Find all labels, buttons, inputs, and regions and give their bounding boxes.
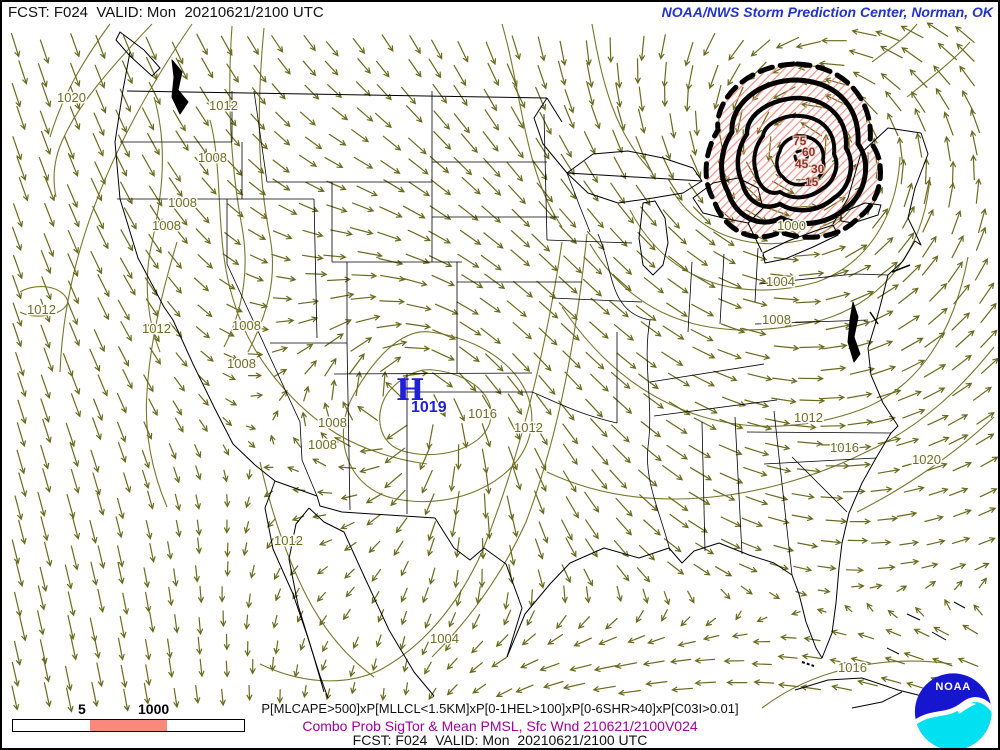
- isobar-value-label: 1016: [468, 406, 497, 421]
- isobar-value-label: 1004: [430, 631, 459, 646]
- isobar-value-label: 1004: [766, 274, 795, 289]
- noaa-logo-text: NOAA: [935, 681, 971, 693]
- colorbar-tick-1000: 1000: [138, 701, 170, 717]
- isobar-value-label: 1008: [308, 437, 337, 452]
- header-forecast-valid-text: FCST: F024 VALID: Mon 20210621/2100 UTC: [8, 4, 324, 21]
- isobar-value-label: 1020: [912, 452, 941, 467]
- isobar-value-label: 1012: [514, 420, 543, 435]
- high-pressure-symbol: H: [396, 373, 424, 408]
- isobar-value-label: 1012: [27, 302, 56, 317]
- probability-value-label: 30: [811, 162, 825, 176]
- colorbar-tick-5: 5: [78, 701, 86, 717]
- isobar-value-label: 1012: [142, 321, 171, 336]
- wind-arrows-layer: [10, 22, 998, 713]
- footer-probability-formula: P[MLCAPE>500]xP[MLLCL<1.5KM]xP[0-1HEL>10…: [261, 701, 739, 716]
- wind-arrows: [10, 22, 998, 713]
- isobar-value-label: 1008: [762, 312, 791, 327]
- probability-colorbar: [12, 719, 245, 732]
- noaa-logo: NOAA: [914, 673, 992, 748]
- footer-valid-text: FCST: F024 VALID: Mon 20210621/2100 UTC: [352, 732, 648, 748]
- probability-value-label: 45: [795, 157, 809, 171]
- isobar-value-label: 1000: [777, 218, 806, 233]
- isobar-value-label: 1016: [838, 660, 867, 675]
- probability-value-label: 60: [802, 145, 816, 159]
- isobar-value-label: 1008: [232, 318, 261, 333]
- map-labels-layer: 1020 1012 1008 1008 1008 1012 1012 1008 1008 1008…: [26, 89, 943, 677]
- high-pressure-value: 1019: [411, 399, 447, 416]
- colorbar-segment: [13, 720, 90, 731]
- isobar-value-label: 1008: [152, 218, 181, 233]
- geography-layer: [114, 31, 966, 709]
- probability-value-label: 75: [793, 134, 807, 148]
- isobar-value-label: 1016: [830, 440, 859, 455]
- footer-product-title: Combo Prob SigTor & Mean PMSL, Sfc Wnd 2…: [302, 718, 698, 734]
- isobar-value-label: 1008: [198, 150, 227, 165]
- isobar-value-label: 1012: [209, 98, 238, 113]
- isobar-value-label: 1012: [274, 533, 303, 548]
- isobar-value-label: 1012: [794, 410, 823, 425]
- isobar-value-label: 1008: [318, 415, 347, 430]
- isobar-value-label: 1008: [168, 195, 197, 210]
- isobar-value-label: 1008: [227, 356, 256, 371]
- colorbar-segment: [167, 720, 244, 731]
- probability-contours: [703, 61, 883, 240]
- header-agency-text: NOAA/NWS Storm Prediction Center, Norman…: [661, 4, 993, 20]
- isobar-value-label: 1020: [57, 90, 86, 105]
- probability-value-label: 15: [805, 175, 819, 189]
- colorbar-segment: [90, 720, 167, 731]
